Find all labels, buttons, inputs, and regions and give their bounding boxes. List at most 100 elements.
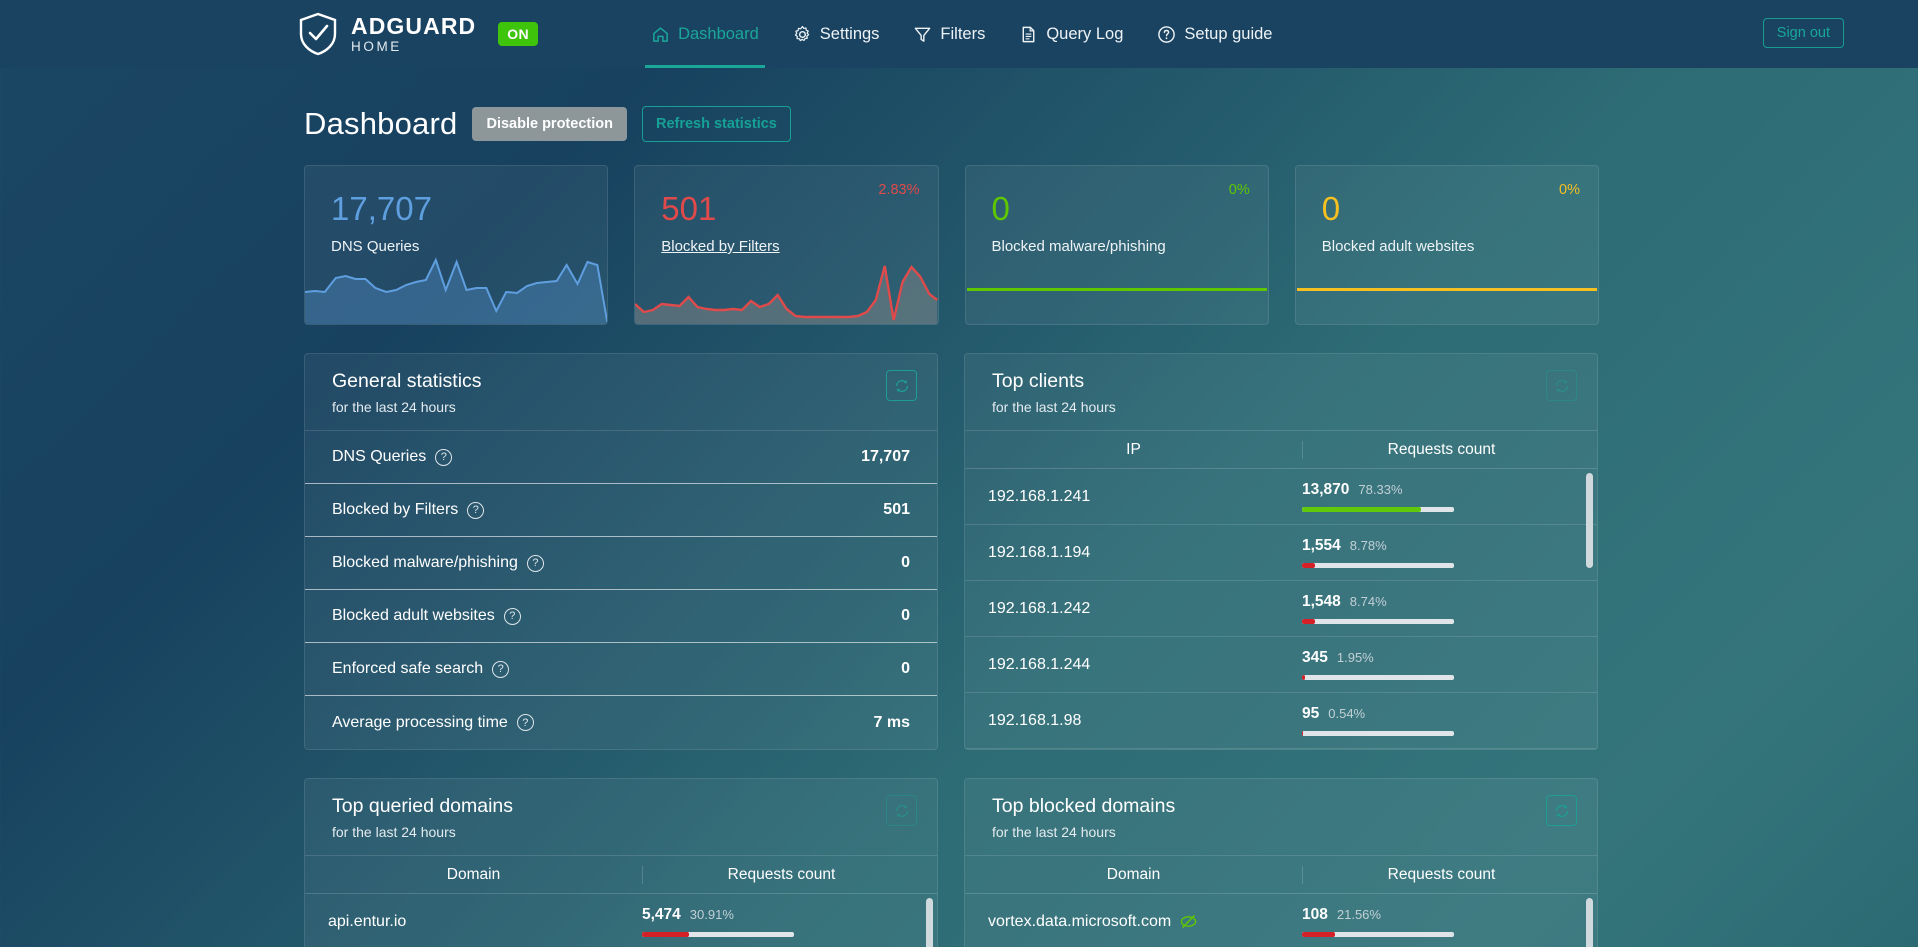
refresh-icon-top-blocked-domains[interactable] — [1546, 795, 1577, 826]
cell-ip: 192.168.1.241 — [988, 487, 1091, 505]
nav-label-dashboard: Dashboard — [678, 24, 759, 43]
protection-status-badge[interactable]: ON — [498, 22, 539, 46]
requests-percent: 78.33% — [1358, 482, 1403, 497]
column-header-requests-count[interactable]: Requests count — [1302, 440, 1580, 459]
refresh-icon-top-queried-domains[interactable] — [886, 795, 917, 826]
help-icon[interactable]: ? — [516, 714, 534, 731]
unblock-icon[interactable] — [1180, 913, 1197, 930]
panel-subtitle-top-blocked-domains: for the last 24 hours — [992, 824, 1116, 840]
nav-item-setup-guide[interactable]: Setup guide — [1140, 0, 1289, 68]
cell-domain: api.entur.io — [328, 912, 407, 930]
column-header-domain[interactable]: Domain — [446, 865, 501, 883]
sparkline-blocked-by-filters — [635, 264, 938, 324]
table-top-queried-domains: Domain Requests count api.entur.io 5,474… — [305, 856, 937, 947]
stat-row-label: DNS Queries — [332, 448, 427, 465]
table-row[interactable]: vortex.data.microsoft.com 108 21.56% — [965, 894, 1597, 947]
help-icon[interactable]: ? — [467, 501, 485, 519]
requests-percent: 0.54% — [1328, 706, 1366, 721]
stat-card-dns-queries[interactable]: 17,707 DNS Queries — [304, 165, 609, 325]
requests-count: 5,474 — [642, 906, 681, 923]
panel-general-statistics: General statistics for the last 24 hours — [304, 353, 938, 750]
nav-item-settings[interactable]: Settings — [776, 0, 897, 68]
progress-bar — [1302, 619, 1454, 624]
brand-logo[interactable]: ADGUARD HOME ON — [298, 12, 539, 56]
stat-row-label: Blocked adult websites — [332, 607, 495, 624]
brand-subtitle: HOME — [351, 38, 402, 54]
page-content: Dashboard Disable protection Refresh sta… — [0, 106, 1918, 947]
stat-row: Enforced safe search? 0 — [305, 643, 937, 696]
table-row[interactable]: 192.168.1.98 95 0.54% — [965, 693, 1597, 749]
stat-label-dns-queries: DNS Queries — [331, 238, 420, 255]
main-navigation: Dashboard Settings Filters Query Log — [634, 0, 1289, 68]
requests-count: 13,870 — [1302, 481, 1350, 498]
help-icon[interactable]: ? — [503, 607, 521, 625]
stat-row: DNS Queries? 17,707 — [305, 431, 937, 484]
nav-item-filters[interactable]: Filters — [896, 0, 1002, 68]
help-icon[interactable]: ? — [435, 448, 453, 466]
help-icon[interactable]: ? — [526, 554, 544, 572]
table-body: vortex.data.microsoft.com 108 21.56% — [965, 894, 1597, 947]
panel-header-top-blocked-domains: Top blocked domains for the last 24 hour… — [965, 779, 1597, 856]
table-scrollbar[interactable] — [1586, 898, 1593, 947]
table-header-row: Domain Requests count — [965, 856, 1597, 894]
nav-item-dashboard[interactable]: Dashboard — [634, 0, 776, 68]
stat-row-label: Average processing time — [332, 713, 508, 731]
requests-count: 1,548 — [1302, 593, 1341, 610]
sparkline-blocked-adult — [1296, 288, 1597, 291]
table-scrollbar[interactable] — [1586, 473, 1593, 745]
stat-row: Average processing time? 7 ms — [305, 696, 937, 749]
stat-percent-blocked-malware: 0% — [1228, 182, 1250, 198]
refresh-icon-general-statistics[interactable] — [886, 370, 917, 401]
disable-protection-button[interactable]: Disable protection — [472, 107, 627, 141]
panel-subtitle-general-statistics: for the last 24 hours — [332, 399, 456, 415]
nav-label-filters: Filters — [940, 24, 986, 43]
home-icon — [653, 26, 668, 42]
stat-card-blocked-by-filters[interactable]: 501 Blocked by Filters 2.83% — [634, 165, 939, 325]
cell-requests: 1,554 8.78% — [1302, 537, 1580, 568]
stat-card-blocked-malware[interactable]: 0 Blocked malware/phishing 0% — [964, 165, 1269, 325]
panel-top-clients: Top clients for the last 24 hours — [964, 353, 1598, 750]
stat-value-blocked-by-filters: 501 — [661, 190, 717, 227]
document-icon — [1022, 26, 1035, 42]
stat-card-blocked-adult[interactable]: 0 Blocked adult websites 0% — [1294, 165, 1599, 325]
question-circle-icon — [1158, 25, 1176, 43]
table-row[interactable]: 192.168.1.244 345 1.95% — [965, 637, 1597, 693]
progress-bar — [1302, 563, 1454, 568]
table-body: 192.168.1.241 13,870 78.33% 192.168.1.19… — [965, 469, 1597, 749]
refresh-statistics-button[interactable]: Refresh statistics — [641, 106, 791, 142]
nav-item-query-log[interactable]: Query Log — [1002, 0, 1140, 68]
table-row[interactable]: api.entur.io 5,474 30.91% — [305, 894, 937, 947]
column-header-ip[interactable]: IP — [1126, 440, 1141, 458]
stat-row-label: Enforced safe search — [332, 660, 484, 677]
table-row[interactable]: 192.168.1.242 1,548 8.74% — [965, 581, 1597, 637]
page-header: Dashboard Disable protection Refresh sta… — [304, 106, 1599, 142]
table-scrollbar[interactable] — [926, 898, 933, 947]
column-header-requests-count[interactable]: Requests count — [642, 865, 920, 884]
shield-check-icon — [299, 12, 337, 56]
stat-row-value: 501 — [883, 501, 910, 518]
cell-ip: 192.168.1.98 — [988, 711, 1082, 729]
gear-icon — [794, 25, 809, 41]
sign-out-button[interactable]: Sign out — [1762, 18, 1844, 48]
panels-row-one: General statistics for the last 24 hours — [304, 353, 1599, 750]
refresh-icon — [895, 804, 908, 817]
panel-top-blocked-domains: Top blocked domains for the last 24 hour… — [964, 778, 1598, 947]
refresh-icon-top-clients[interactable] — [1546, 370, 1577, 401]
filter-icon — [915, 27, 931, 42]
panel-top-queried-domains: Top queried domains for the last 24 hour… — [304, 778, 938, 947]
content-wrapper: Dashboard Disable protection Refresh sta… — [304, 106, 1599, 947]
column-header-domain[interactable]: Domain — [1106, 865, 1161, 883]
requests-count: 1,554 — [1302, 537, 1341, 554]
cell-requests: 95 0.54% — [1302, 705, 1580, 736]
table-row[interactable]: 192.168.1.194 1,554 8.78% — [965, 525, 1597, 581]
panel-subtitle-top-queried-domains: for the last 24 hours — [332, 824, 456, 840]
help-icon[interactable]: ? — [492, 660, 510, 678]
requests-percent: 21.56% — [1336, 907, 1381, 922]
stat-row-label: Blocked by Filters — [332, 501, 459, 518]
table-row[interactable]: 192.168.1.241 13,870 78.33% — [965, 469, 1597, 525]
column-header-requests-count[interactable]: Requests count — [1302, 865, 1580, 884]
stat-label-blocked-by-filters[interactable]: Blocked by Filters — [661, 238, 780, 255]
stat-row-value: 0 — [901, 607, 910, 624]
stat-label-blocked-malware: Blocked malware/phishing — [991, 238, 1166, 255]
table-top-clients: IP Requests count 192.168.1.241 13,870 7… — [965, 431, 1597, 749]
